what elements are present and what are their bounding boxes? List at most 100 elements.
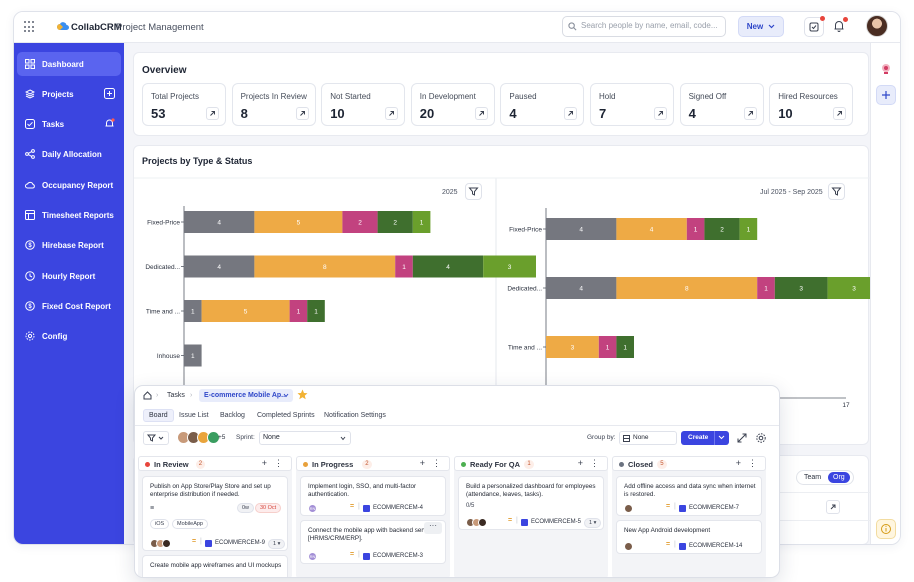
assignee-avatar[interactable]: RN: [308, 552, 317, 561]
add-card-button[interactable]: +: [419, 458, 425, 468]
stat-value: 53: [151, 106, 166, 121]
bar-value-label: 8: [323, 264, 327, 271]
assignee-avatar[interactable]: [162, 539, 171, 548]
stat-open-button[interactable]: [833, 107, 847, 120]
assignee-avatar[interactable]: [478, 518, 487, 527]
global-search[interactable]: [562, 16, 726, 37]
add-project-icon[interactable]: [104, 88, 115, 99]
apps-grid-icon[interactable]: [24, 21, 36, 33]
task-key[interactable]: ECOMMERCEM-4: [373, 505, 424, 511]
card-menu-button[interactable]: ···: [424, 522, 442, 534]
tab-notification-settings[interactable]: Notification Settings: [324, 412, 386, 419]
board-settings-icon[interactable]: [755, 432, 767, 444]
breadcrumb-tasks[interactable]: Tasks: [167, 392, 185, 399]
story-points[interactable]: 1 ▾: [584, 518, 602, 528]
stat-label: Not Started: [330, 92, 371, 101]
notifications-button[interactable]: [830, 17, 850, 37]
expand-icon[interactable]: [736, 432, 748, 444]
search-input[interactable]: [581, 21, 721, 30]
task-key[interactable]: ECOMMERCEM-9: [215, 540, 266, 546]
column-menu-button[interactable]: ⋮: [590, 458, 599, 468]
info-button[interactable]: [876, 519, 896, 539]
task-card[interactable]: Implement login, SSO, and multi-factor a…: [300, 476, 446, 516]
stat-card[interactable]: Total Projects 53: [142, 83, 226, 126]
stat-card[interactable]: Signed Off 4: [679, 83, 764, 126]
task-card[interactable]: Publish on App Store/Play Store and set …: [142, 476, 288, 551]
sidebar-item-dashboard[interactable]: Dashboard: [17, 52, 121, 76]
chart-filter-button[interactable]: [465, 183, 482, 200]
task-check-button[interactable]: [804, 16, 825, 37]
sidebar-item-hourly-report[interactable]: Hourly Report: [17, 264, 121, 288]
sidebar-item-tasks[interactable]: Tasks: [17, 112, 121, 136]
project-selector[interactable]: E-commerce Mobile Ap...: [199, 389, 293, 402]
assistant-button[interactable]: [876, 59, 896, 79]
stat-open-button[interactable]: [474, 107, 488, 120]
stat-open-button[interactable]: [295, 107, 309, 120]
sidebar-item-daily-allocation[interactable]: Daily Allocation: [17, 142, 121, 166]
task-card[interactable]: New App Android development = | ECOMMERCEM-…: [616, 520, 762, 554]
tab-backlog[interactable]: Backlog: [220, 412, 245, 419]
assignee-avatar[interactable]: [624, 542, 633, 551]
tab-issue-list[interactable]: Issue List: [179, 412, 209, 419]
member-avatar[interactable]: [207, 431, 220, 444]
task-card[interactable]: Build a personalized dashboard for emplo…: [458, 476, 604, 530]
sidebar-item-timesheet-reports[interactable]: Timesheet Reports: [17, 203, 121, 227]
status-dot: [145, 462, 150, 467]
sidebar-item-config[interactable]: Config: [17, 324, 121, 348]
group-by-select[interactable]: None: [619, 431, 677, 445]
team-toggle[interactable]: Team: [804, 474, 822, 481]
bell-icon[interactable]: [104, 118, 115, 129]
create-button[interactable]: Create: [681, 431, 729, 445]
stat-card[interactable]: Not Started 10: [321, 83, 406, 126]
new-button[interactable]: New: [738, 16, 784, 37]
task-key[interactable]: ECOMMERCEM-5: [531, 519, 582, 525]
team-org-toggle[interactable]: Team Org: [796, 470, 854, 485]
stat-card[interactable]: In Development 20: [410, 83, 495, 126]
extra-members-count[interactable]: +5: [218, 434, 226, 441]
stat-open-button[interactable]: [654, 107, 667, 120]
add-card-button[interactable]: +: [735, 458, 741, 468]
assignee-avatar[interactable]: [624, 504, 633, 513]
sidebar-item-hirebase-report[interactable]: $ Hirebase Report: [17, 233, 121, 257]
stat-open-button[interactable]: [743, 107, 757, 120]
chart-filter-button[interactable]: [828, 183, 845, 200]
task-card[interactable]: Add offline access and data sync when in…: [616, 476, 762, 516]
home-icon[interactable]: [143, 391, 152, 400]
user-avatar[interactable]: [866, 15, 888, 37]
board-filter-button[interactable]: [143, 431, 169, 445]
bell-icon: [834, 21, 844, 32]
stat-open-button[interactable]: [564, 107, 578, 120]
sidebar-item-projects[interactable]: Projects: [17, 82, 121, 106]
stat-card[interactable]: Hired Resources 10: [769, 83, 854, 126]
task-card[interactable]: Connect the mobile app with backend serv…: [300, 520, 446, 564]
sidebar-item-occupancy-report[interactable]: Occupancy Report: [17, 173, 121, 197]
stat-open-button[interactable]: [206, 107, 219, 120]
tab-board[interactable]: Board: [143, 409, 174, 422]
sprint-select[interactable]: None: [259, 431, 351, 445]
grid-icon: [25, 59, 35, 69]
bar-segment: [201, 300, 290, 322]
stat-open-button[interactable]: [385, 107, 399, 120]
stat-card[interactable]: Projects In Review 8: [231, 83, 316, 126]
stat-card[interactable]: Paused 4: [500, 83, 585, 126]
sidebar-item-fixed-cost-report[interactable]: $ Fixed Cost Report: [17, 294, 121, 318]
org-toggle[interactable]: Org: [828, 472, 850, 483]
add-card-button[interactable]: +: [261, 458, 267, 468]
bar-value-label: 4: [579, 285, 583, 292]
stat-card[interactable]: Hold 7: [590, 83, 674, 126]
story-points[interactable]: 1 ▾: [268, 539, 286, 549]
column-menu-button[interactable]: ⋮: [748, 458, 757, 468]
star-icon[interactable]: [297, 389, 308, 400]
tab-completed-sprints[interactable]: Completed Sprints: [257, 412, 315, 419]
column-menu-button[interactable]: ⋮: [432, 458, 441, 468]
task-key[interactable]: ECOMMERCEM-7: [689, 505, 740, 511]
add-widget-button[interactable]: [876, 85, 896, 105]
add-card-button[interactable]: +: [577, 458, 583, 468]
task-key[interactable]: ECOMMERCEM-3: [373, 553, 424, 559]
assignee-avatar[interactable]: RN: [308, 504, 317, 513]
task-card[interactable]: Create mobile app wireframes and UI mock…: [142, 555, 288, 577]
task-key[interactable]: ECOMMERCEM-14: [689, 543, 743, 549]
column-menu-button[interactable]: ⋮: [274, 458, 283, 468]
open-arrow-button[interactable]: [826, 500, 840, 514]
layers-icon: [25, 89, 35, 99]
